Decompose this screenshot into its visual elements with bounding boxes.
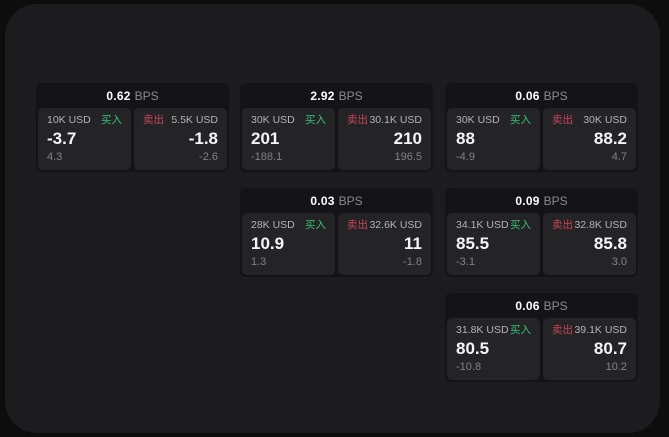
- buy-price: 10.9: [251, 234, 285, 253]
- bps-unit-label: BPS: [543, 193, 568, 208]
- bps-unit-label: BPS: [543, 88, 568, 103]
- card-body: 10K USD 买入 -3.7 4.3 卖出 5.5K USD -1.8 -2.…: [36, 108, 229, 170]
- sell-price: -1.8: [188, 129, 218, 148]
- sell-sub-value: 4.7: [611, 151, 627, 163]
- bps-value: 2.92: [310, 88, 335, 103]
- card-body: 30K USD 买入 88 -4.9 卖出 30K USD 88.2 4.7: [445, 108, 638, 170]
- sell-panel[interactable]: 卖出 39.1K USD 80.7 10.2: [543, 318, 636, 380]
- quote-card: 0.06 BPS 31.8K USD 买入 80.5 -10.8 卖出 39.1…: [445, 293, 638, 382]
- sell-label: 卖出: [552, 324, 573, 336]
- sell-amount: 39.1K USD: [574, 324, 627, 336]
- bps-value: 0.06: [515, 88, 540, 103]
- sell-amount: 30K USD: [583, 114, 627, 126]
- sell-price: 80.7: [593, 339, 627, 358]
- quote-card: 0.06 BPS 30K USD 买入 88 -4.9 卖出 30K USD 8…: [445, 83, 638, 172]
- sell-amount: 32.8K USD: [574, 219, 627, 231]
- card-body: 30K USD 买入 201 -188.1 卖出 30.1K USD 210 1…: [240, 108, 433, 170]
- card-header: 0.09 BPS: [445, 188, 638, 213]
- sell-sub-value: 196.5: [394, 151, 422, 163]
- sell-price: 210: [393, 129, 422, 148]
- card-body: 28K USD 买入 10.9 1.3 卖出 32.6K USD 11 -1.8: [240, 213, 433, 275]
- buy-sub-value: -3.1: [456, 256, 475, 268]
- buy-price: 85.5: [456, 234, 490, 253]
- buy-label: 买入: [510, 114, 531, 126]
- sell-panel[interactable]: 卖出 30.1K USD 210 196.5: [338, 108, 431, 170]
- buy-label: 买入: [101, 114, 122, 126]
- buy-panel[interactable]: 30K USD 买入 88 -4.9: [447, 108, 540, 170]
- buy-amount: 31.8K USD: [456, 324, 509, 336]
- buy-amount: 30K USD: [251, 114, 295, 126]
- sell-amount: 5.5K USD: [171, 114, 218, 126]
- bps-value: 0.09: [515, 193, 540, 208]
- sell-panel[interactable]: 卖出 5.5K USD -1.8 -2.6: [134, 108, 227, 170]
- bps-unit-label: BPS: [134, 88, 159, 103]
- sell-panel[interactable]: 卖出 30K USD 88.2 4.7: [543, 108, 636, 170]
- buy-sub-value: -188.1: [251, 151, 283, 163]
- bps-value: 0.03: [310, 193, 335, 208]
- buy-amount: 10K USD: [47, 114, 91, 126]
- buy-amount: 28K USD: [251, 219, 295, 231]
- sell-sub-value: -2.6: [199, 151, 218, 163]
- bps-unit-label: BPS: [543, 298, 568, 313]
- buy-panel[interactable]: 30K USD 买入 201 -188.1: [242, 108, 335, 170]
- sell-label: 卖出: [552, 114, 573, 126]
- bps-value: 0.06: [515, 298, 540, 313]
- sell-amount: 32.6K USD: [369, 219, 422, 231]
- sell-label: 卖出: [347, 219, 368, 231]
- sell-label: 卖出: [552, 219, 573, 231]
- buy-panel[interactable]: 34.1K USD 买入 85.5 -3.1: [447, 213, 540, 275]
- sell-amount: 30.1K USD: [369, 114, 422, 126]
- bps-value: 0.62: [106, 88, 131, 103]
- sell-sub-value: 10.2: [605, 361, 627, 373]
- sell-price: 11: [404, 234, 422, 253]
- sell-price: 88.2: [593, 129, 627, 148]
- sell-sub-value: -1.8: [403, 256, 422, 268]
- buy-price: 88: [456, 129, 475, 148]
- buy-sub-value: -4.9: [456, 151, 475, 163]
- buy-label: 买入: [305, 219, 326, 231]
- card-header: 2.92 BPS: [240, 83, 433, 108]
- buy-label: 买入: [305, 114, 326, 126]
- buy-amount: 34.1K USD: [456, 219, 509, 231]
- card-header: 0.06 BPS: [445, 293, 638, 318]
- buy-panel[interactable]: 10K USD 买入 -3.7 4.3: [38, 108, 131, 170]
- quote-card: 0.03 BPS 28K USD 买入 10.9 1.3 卖出 32.6K US…: [240, 188, 433, 277]
- buy-panel[interactable]: 28K USD 买入 10.9 1.3: [242, 213, 335, 275]
- card-body: 31.8K USD 买入 80.5 -10.8 卖出 39.1K USD 80.…: [445, 318, 638, 380]
- card-header: 0.62 BPS: [36, 83, 229, 108]
- bps-unit-label: BPS: [338, 88, 363, 103]
- sell-label: 卖出: [347, 114, 368, 126]
- buy-panel[interactable]: 31.8K USD 买入 80.5 -10.8: [447, 318, 540, 380]
- quote-card: 2.92 BPS 30K USD 买入 201 -188.1 卖出 30.1K …: [240, 83, 433, 172]
- card-header: 0.03 BPS: [240, 188, 433, 213]
- card-header: 0.06 BPS: [445, 83, 638, 108]
- quote-card: 0.09 BPS 34.1K USD 买入 85.5 -3.1 卖出 32.8K…: [445, 188, 638, 277]
- buy-price: 80.5: [456, 339, 490, 358]
- sell-panel[interactable]: 卖出 32.6K USD 11 -1.8: [338, 213, 431, 275]
- buy-label: 买入: [510, 324, 531, 336]
- sell-sub-value: 3.0: [611, 256, 627, 268]
- buy-label: 买入: [510, 219, 531, 231]
- sell-label: 卖出: [143, 114, 164, 126]
- sell-price: 85.8: [593, 234, 627, 253]
- card-body: 34.1K USD 买入 85.5 -3.1 卖出 32.8K USD 85.8…: [445, 213, 638, 275]
- sell-panel[interactable]: 卖出 32.8K USD 85.8 3.0: [543, 213, 636, 275]
- bps-unit-label: BPS: [338, 193, 363, 208]
- buy-amount: 30K USD: [456, 114, 500, 126]
- buy-sub-value: -10.8: [456, 361, 482, 373]
- buy-sub-value: 1.3: [251, 256, 267, 268]
- quote-card: 0.62 BPS 10K USD 买入 -3.7 4.3 卖出 5.5K USD…: [36, 83, 229, 172]
- buy-price: -3.7: [47, 129, 77, 148]
- buy-sub-value: 4.3: [47, 151, 63, 163]
- buy-price: 201: [251, 129, 280, 148]
